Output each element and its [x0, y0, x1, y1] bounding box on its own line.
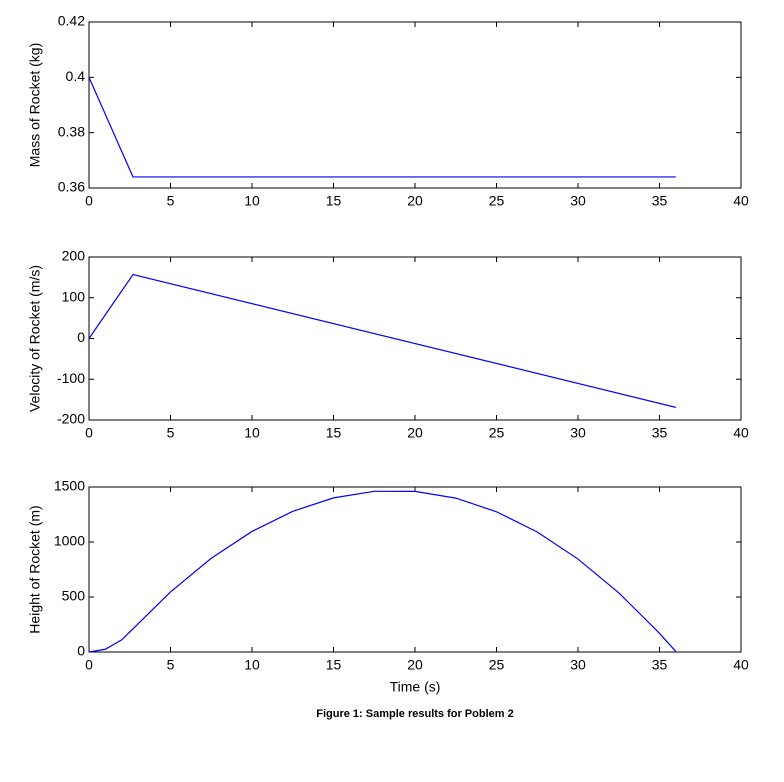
- x-tick-label: 15: [326, 193, 342, 209]
- caption: Figure 1: Sample results for Poblem 2: [316, 708, 513, 720]
- y-tick-label: 0.38: [58, 123, 85, 139]
- axes-box: [88, 486, 742, 653]
- y-tick-label: 500: [62, 588, 86, 604]
- x-tick-label: 30: [570, 425, 586, 441]
- y-tick-label: 0.36: [58, 179, 85, 195]
- x-tick-label: 0: [85, 657, 93, 673]
- y-tick-label: 0.42: [58, 13, 85, 29]
- x-tick-label: 15: [326, 425, 342, 441]
- y-tick-label: 1000: [54, 533, 85, 549]
- x-tick-label: 30: [570, 657, 586, 673]
- axes-box: [88, 21, 742, 189]
- x-tick-label: 10: [244, 193, 260, 209]
- x-tick-label: 5: [167, 657, 175, 673]
- x-tick-label: 35: [652, 193, 668, 209]
- y-axis-label: Mass of Rocket (kg): [27, 43, 43, 167]
- y-tick-label: -200: [57, 411, 85, 427]
- y-tick-label: 0: [77, 643, 85, 659]
- x-tick-label: 15: [326, 657, 342, 673]
- x-tick-label: 5: [167, 193, 175, 209]
- axes-box: [88, 256, 742, 421]
- y-axis-label: Height of Rocket (m): [27, 505, 43, 633]
- y-tick-label: 0.4: [66, 68, 86, 84]
- x-tick-label: 35: [652, 425, 668, 441]
- y-tick-label: 0: [77, 329, 85, 345]
- x-tick-label: 20: [407, 425, 423, 441]
- x-tick-label: 5: [167, 425, 175, 441]
- data-line: [88, 77, 676, 178]
- x-tick-label: 0: [85, 425, 93, 441]
- x-tick-label: 40: [733, 193, 749, 209]
- x-axis-label: Time (s): [390, 679, 441, 695]
- x-tick-label: 20: [407, 657, 423, 673]
- y-tick-label: 100: [62, 288, 86, 304]
- y-axis-label: Velocity of Rocket (m/s): [27, 265, 43, 412]
- x-tick-label: 25: [489, 425, 505, 441]
- y-tick-label: -100: [57, 370, 85, 386]
- x-tick-label: 0: [85, 193, 93, 209]
- x-tick-label: 40: [733, 657, 749, 673]
- data-line: [88, 273, 676, 408]
- x-tick-label: 30: [570, 193, 586, 209]
- x-tick-label: 25: [489, 657, 505, 673]
- x-tick-label: 35: [652, 657, 668, 673]
- x-tick-label: 20: [407, 193, 423, 209]
- x-tick-label: 10: [244, 425, 260, 441]
- data-line: [88, 490, 677, 653]
- x-tick-label: 10: [244, 657, 260, 673]
- x-tick-label: 40: [733, 425, 749, 441]
- y-tick-label: 1500: [54, 478, 85, 494]
- y-tick-label: 200: [62, 248, 86, 264]
- x-tick-label: 25: [489, 193, 505, 209]
